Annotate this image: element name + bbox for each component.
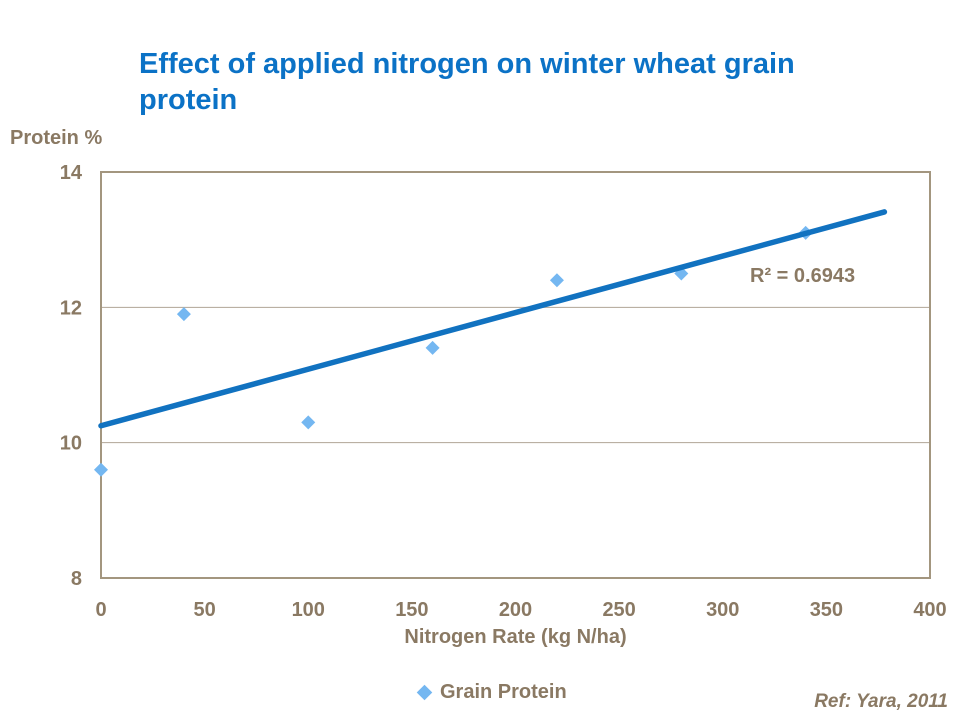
x-tick-label: 150 bbox=[395, 599, 428, 621]
y-tick-label: 10 bbox=[60, 433, 82, 455]
x-tick-label: 300 bbox=[706, 599, 739, 621]
data-point-marker bbox=[176, 307, 191, 322]
trendline bbox=[98, 209, 888, 429]
x-tick-label: 0 bbox=[95, 599, 106, 621]
r-squared-label: R² = 0.6943 bbox=[750, 265, 856, 287]
reference-note: Ref: Yara, 2011 bbox=[814, 691, 948, 712]
x-axis-title: Nitrogen Rate (kg N/ha) bbox=[404, 626, 627, 648]
slide-title: Effect of applied nitrogen on winter whe… bbox=[139, 46, 795, 118]
plot-area-border bbox=[100, 171, 931, 579]
data-point-marker bbox=[425, 340, 440, 355]
slide-title-line-1: Effect of applied nitrogen on winter whe… bbox=[139, 48, 795, 80]
x-tick-label: 200 bbox=[499, 599, 532, 621]
y-tick-label: 8 bbox=[71, 568, 82, 590]
x-tick-label: 250 bbox=[602, 599, 635, 621]
x-tick-label: 400 bbox=[913, 599, 946, 621]
slide-title-line-2: protein bbox=[139, 84, 238, 116]
data-point-marker bbox=[549, 273, 564, 288]
y-tick-label: 14 bbox=[60, 162, 83, 184]
x-tick-label: 50 bbox=[194, 599, 216, 621]
data-point-marker bbox=[301, 415, 316, 430]
y-axis-title: Protein % bbox=[10, 127, 103, 149]
data-point-marker bbox=[94, 462, 108, 477]
x-tick-label: 350 bbox=[810, 599, 843, 621]
x-tick-label: 100 bbox=[292, 599, 325, 621]
y-tick-label: 12 bbox=[60, 297, 82, 319]
legend-label: Grain Protein bbox=[440, 681, 567, 703]
legend: Grain Protein bbox=[416, 681, 567, 704]
legend-diamond-marker-icon bbox=[416, 684, 433, 701]
